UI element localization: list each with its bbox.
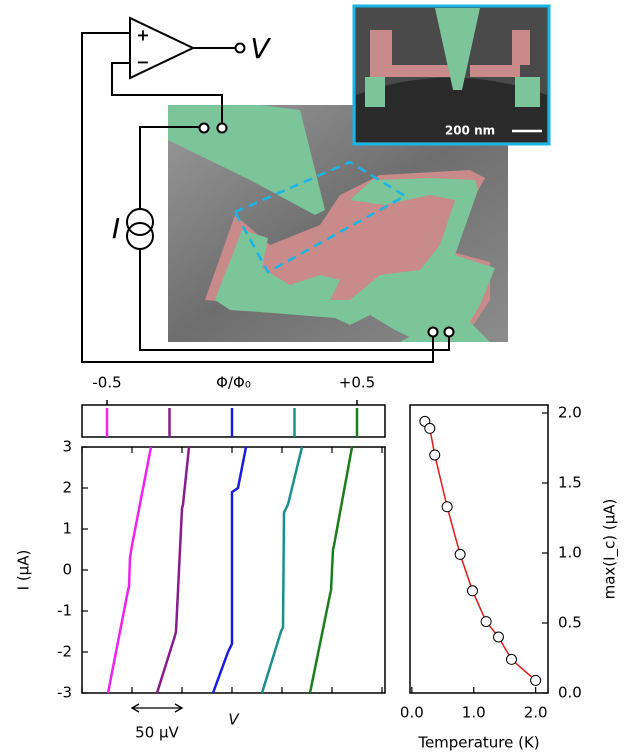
data-point bbox=[506, 654, 516, 664]
data-line bbox=[310, 447, 352, 693]
data-point bbox=[493, 632, 503, 642]
x-tick-label: 1.0 bbox=[462, 704, 486, 722]
y-tick-label: 0 bbox=[62, 561, 72, 579]
data-point bbox=[468, 586, 478, 596]
y-tick-label: 1.0 bbox=[558, 543, 582, 561]
data-line bbox=[425, 421, 536, 680]
y-tick-label: 1.5 bbox=[558, 473, 582, 491]
y-tick-label: 1 bbox=[62, 520, 72, 538]
scale-bar-label: 50 μV bbox=[135, 724, 179, 742]
y-axis-label: max(I_c) (μA) bbox=[601, 499, 620, 600]
data-point bbox=[430, 450, 440, 460]
data-point bbox=[442, 502, 452, 512]
amp-minus: − bbox=[136, 53, 149, 72]
data-line bbox=[108, 447, 151, 693]
source-label: I bbox=[112, 212, 120, 245]
inset-image: 200 nm bbox=[354, 6, 549, 144]
x-tick-label: 2.0 bbox=[524, 704, 548, 722]
y-tick-label: -1 bbox=[57, 602, 72, 620]
x-tick-label: +0.5 bbox=[339, 374, 375, 392]
data-line bbox=[262, 447, 302, 693]
plot-frame bbox=[410, 405, 548, 693]
x-axis-label: V bbox=[228, 711, 240, 729]
y-tick-label: 2 bbox=[62, 479, 72, 497]
y-tick-label: 3 bbox=[62, 438, 72, 456]
y-tick-label: -3 bbox=[57, 684, 72, 702]
x-axis-label: Temperature (K) bbox=[417, 734, 539, 752]
x-axis-label: Φ/Φ₀ bbox=[216, 374, 251, 392]
data-line bbox=[157, 447, 189, 693]
data-line bbox=[213, 447, 246, 693]
y-axis-label: I (μA) bbox=[15, 550, 33, 591]
amp-plus: + bbox=[136, 26, 149, 45]
data-point bbox=[455, 549, 465, 559]
data-point bbox=[531, 675, 541, 685]
x-tick-label: 0.0 bbox=[400, 704, 424, 722]
inset-scale-label: 200 nm bbox=[445, 124, 495, 138]
y-tick-label: 0.5 bbox=[558, 613, 582, 631]
data-point bbox=[481, 617, 491, 627]
y-tick-label: 0.0 bbox=[558, 684, 582, 702]
x-tick-label: -0.5 bbox=[92, 374, 121, 392]
plot-frame bbox=[82, 405, 385, 437]
plot-frame bbox=[82, 447, 385, 693]
output-label: V bbox=[250, 32, 271, 65]
y-tick-label: -2 bbox=[57, 643, 72, 661]
data-point bbox=[425, 423, 435, 433]
y-tick-label: 2.0 bbox=[558, 403, 582, 421]
